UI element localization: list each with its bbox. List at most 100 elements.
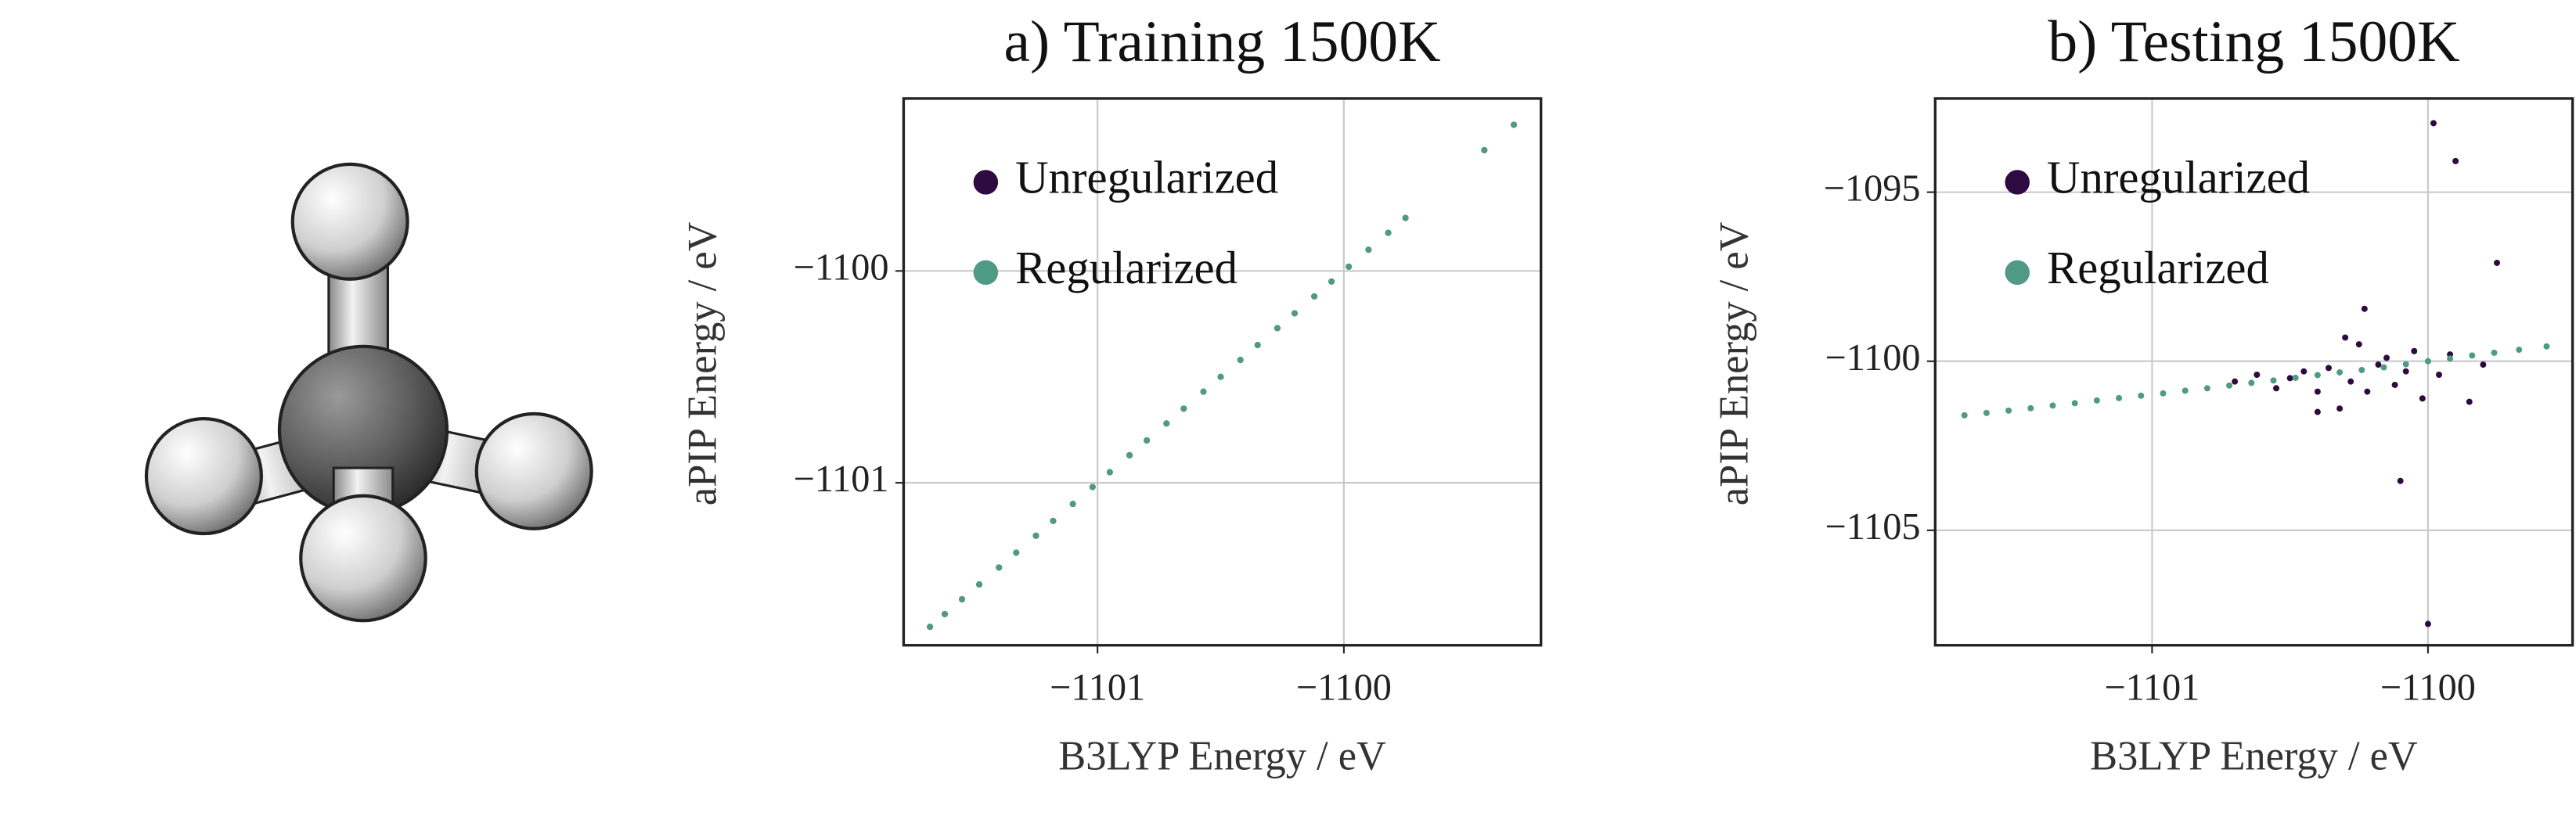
point [2466, 398, 2473, 405]
point [1163, 420, 1170, 427]
point [1346, 263, 1353, 270]
y-tick-label: −1100 [794, 246, 889, 288]
plot-frame [1933, 97, 2574, 647]
point [2391, 381, 2398, 388]
point [1291, 310, 1298, 317]
point [1126, 451, 1133, 458]
point [1311, 293, 1318, 300]
point [2355, 341, 2362, 348]
chart-title: b) Testing 1500K [2048, 9, 2459, 74]
x-axis-label: B3LYP Energy / eV [2090, 734, 2418, 779]
chart-title: a) Training 1500K [1003, 9, 1440, 74]
point [1254, 342, 1261, 349]
y-tick-label: −1095 [1824, 168, 1921, 210]
point [2314, 372, 2321, 379]
legend-marker [2005, 170, 2030, 195]
point [2116, 394, 2123, 401]
y-axis-label: aPIP Energy / eV [680, 221, 726, 505]
point [2226, 382, 2233, 389]
point [1328, 278, 1335, 285]
point [2336, 368, 2344, 376]
legend-label: Unregularized [1015, 152, 1278, 203]
point [2494, 259, 2501, 266]
point [1385, 229, 1392, 236]
legend-marker [973, 260, 999, 286]
point [2361, 305, 2368, 312]
point [2292, 374, 2299, 381]
legend-marker [973, 170, 999, 195]
y-axis-label: aPIP Energy / eV [1712, 221, 1757, 505]
point [2402, 361, 2409, 368]
point [2397, 477, 2404, 484]
point [1069, 501, 1076, 508]
point [2424, 358, 2431, 365]
point [1511, 121, 1518, 128]
point [1365, 246, 1372, 253]
point [2430, 120, 2437, 127]
point [2093, 397, 2100, 404]
point [2336, 405, 2344, 412]
x-axis-label: B3LYP Energy / eV [1058, 734, 1386, 779]
point [2375, 361, 2382, 368]
y-tick-label: −1100 [1825, 337, 1921, 379]
point [2270, 377, 2277, 384]
chart: −1101 −1100 −1105 −1100 −1095 b) Testing 1500… [1712, 9, 2574, 779]
point [942, 610, 948, 617]
legend-marker [2005, 260, 2030, 286]
point [1032, 532, 1039, 539]
point [1013, 549, 1020, 556]
point [2314, 408, 2321, 415]
point [2181, 387, 2189, 394]
point [2436, 372, 2442, 378]
point [1274, 325, 1281, 332]
point [2314, 388, 2321, 395]
point [2071, 400, 2078, 407]
point [2491, 349, 2498, 356]
point [2480, 361, 2487, 368]
point [1402, 214, 1409, 221]
point [996, 564, 1003, 571]
point [2516, 347, 2523, 354]
point [2027, 404, 2034, 412]
point [1144, 437, 1151, 444]
point [2347, 378, 2354, 385]
point [2419, 395, 2426, 402]
point [1983, 409, 1990, 416]
x-tick-label: −1101 [2104, 667, 2200, 709]
point [1961, 412, 1968, 419]
point [927, 624, 934, 631]
point [2380, 364, 2387, 371]
point [2254, 372, 2261, 378]
x-tick-label: −1100 [2380, 667, 2476, 709]
legend-label: Regularized [1015, 243, 1238, 293]
point [2358, 366, 2365, 373]
legend-label: Regularized [2047, 243, 2269, 293]
point [2273, 385, 2280, 392]
point [976, 581, 983, 588]
point [1481, 146, 1488, 153]
point [1106, 469, 1113, 476]
molecule [144, 162, 593, 623]
point [2326, 365, 2332, 372]
point [1217, 373, 1224, 380]
point [2402, 368, 2409, 375]
point [2248, 379, 2255, 386]
point [959, 596, 966, 602]
point [2286, 375, 2293, 382]
y-tick-label: −1101 [794, 458, 889, 500]
point [2469, 352, 2476, 359]
point [2203, 385, 2210, 392]
point [2232, 378, 2239, 385]
point [2383, 354, 2390, 361]
point [2160, 390, 2167, 397]
plot-frame [902, 97, 1543, 647]
point [2005, 407, 2012, 414]
chart: −1101 −1100 −1101 −1100 a) Training 1500K B3L… [680, 9, 1543, 779]
x-tick-label: −1100 [1296, 667, 1392, 709]
point [1237, 357, 1244, 364]
legend-label: Unregularized [2047, 152, 2310, 203]
point [1050, 517, 1057, 524]
point [2447, 355, 2454, 362]
